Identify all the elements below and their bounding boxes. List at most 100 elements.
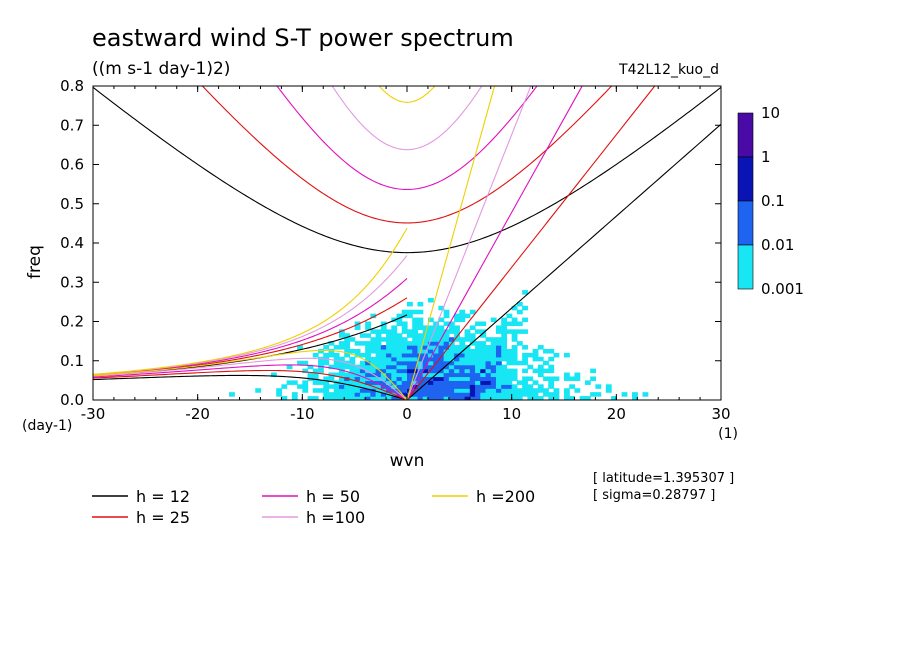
heat-cell: [543, 368, 549, 374]
heat-cell: [548, 384, 555, 389]
heat-cell: [469, 376, 476, 381]
heat-cell: [422, 368, 429, 374]
heat-cell: [448, 352, 455, 358]
heat-cell: [391, 376, 398, 381]
heat-cell: [396, 372, 403, 378]
heat-cell: [370, 396, 377, 400]
heat-cell: [501, 321, 508, 327]
heat-cell: [276, 388, 282, 393]
heat-cell: [548, 364, 555, 370]
heat-cell: [354, 321, 361, 327]
heat-cell: [490, 392, 497, 397]
heat-cell: [401, 384, 408, 389]
gravity-wave-curve: [331, 86, 483, 151]
heat-cell: [516, 321, 523, 327]
heat-cell: [412, 348, 419, 354]
heat-cell: [501, 396, 508, 400]
heat-cell: [459, 364, 466, 370]
heat-cell: [401, 341, 408, 346]
heat-cell: [422, 341, 429, 346]
heat-cell: [380, 337, 387, 342]
heat-cell: [632, 396, 638, 400]
heat-cell: [375, 333, 382, 338]
heat-cell: [548, 392, 555, 397]
heat-cell: [490, 372, 497, 378]
heat-cell: [312, 380, 319, 385]
heat-cell: [302, 384, 309, 389]
heat-cell: [417, 396, 424, 400]
heat-cell: [475, 376, 481, 381]
heat-cell: [464, 368, 471, 374]
colorbar: 10 1 0.1 0.01 0.001: [737, 104, 804, 298]
heat-cell: [417, 345, 424, 350]
heat-cell: [438, 341, 445, 346]
heat-cell: [433, 368, 439, 374]
heat-cell: [516, 388, 523, 393]
heat-cell: [349, 396, 356, 400]
heat-cell: [543, 348, 549, 354]
heat-cell: [480, 333, 487, 338]
heat-cell: [312, 372, 319, 378]
heat-cell: [475, 392, 481, 397]
heat-cell: [370, 345, 377, 350]
heat-cell: [506, 388, 513, 393]
heat-cell: [422, 396, 429, 400]
heat-cell: [386, 388, 392, 393]
heat-cell: [323, 352, 330, 358]
heat-cell: [401, 380, 408, 385]
heat-cell: [516, 380, 523, 385]
heat-cell: [454, 360, 460, 366]
gravity-wave-curve: [93, 86, 721, 254]
heat-cell: [407, 368, 413, 374]
heat-cell: [527, 388, 534, 393]
heat-cell: [522, 352, 528, 358]
heat-cell: [391, 329, 398, 334]
heat-cell: [391, 337, 398, 342]
heat-cell: [417, 337, 424, 342]
heat-cell: [511, 317, 518, 323]
heat-cell: [270, 372, 277, 378]
heat-cell: [333, 388, 340, 393]
heat-cell: [475, 360, 481, 366]
heat-cell: [501, 364, 508, 370]
heat-cell: [469, 396, 476, 400]
heat-cell: [532, 392, 539, 397]
heat-cell: [495, 348, 502, 354]
heat-cell: [469, 309, 476, 315]
heat-cell: [642, 392, 649, 397]
y-tick-label: 0.2: [60, 313, 84, 331]
heat-cell: [448, 321, 455, 327]
heat-cell: [422, 384, 429, 389]
heat-cell: [475, 372, 481, 378]
heat-cell: [459, 345, 466, 350]
heat-cell: [349, 376, 356, 381]
heat-cell: [522, 290, 528, 295]
heat-cell: [417, 321, 424, 327]
heat-cell: [328, 376, 335, 381]
heat-cell: [312, 388, 319, 393]
legend-label: h = 50: [306, 487, 360, 506]
heat-cell: [443, 388, 450, 393]
heat-cell: [354, 376, 361, 381]
heat-cell: [427, 380, 434, 385]
heat-cell: [443, 356, 450, 362]
heat-cell: [548, 376, 555, 381]
heat-cell: [417, 317, 424, 323]
heat-cell: [359, 360, 366, 366]
heat-cell: [464, 329, 471, 334]
heat-cell: [359, 392, 366, 397]
heat-cell: [328, 352, 335, 358]
heat-cell: [433, 388, 439, 393]
heat-cell: [407, 356, 413, 362]
heat-cell: [495, 372, 502, 378]
heat-cell: [443, 321, 450, 327]
heat-cell: [454, 388, 460, 393]
kelvin-wave-curve: [406, 123, 721, 400]
heat-cell: [448, 360, 455, 366]
heat-cell: [370, 329, 377, 334]
heat-cell: [438, 356, 445, 362]
heat-cell: [464, 388, 471, 393]
heat-cell: [433, 396, 439, 400]
heat-cell: [480, 364, 487, 370]
